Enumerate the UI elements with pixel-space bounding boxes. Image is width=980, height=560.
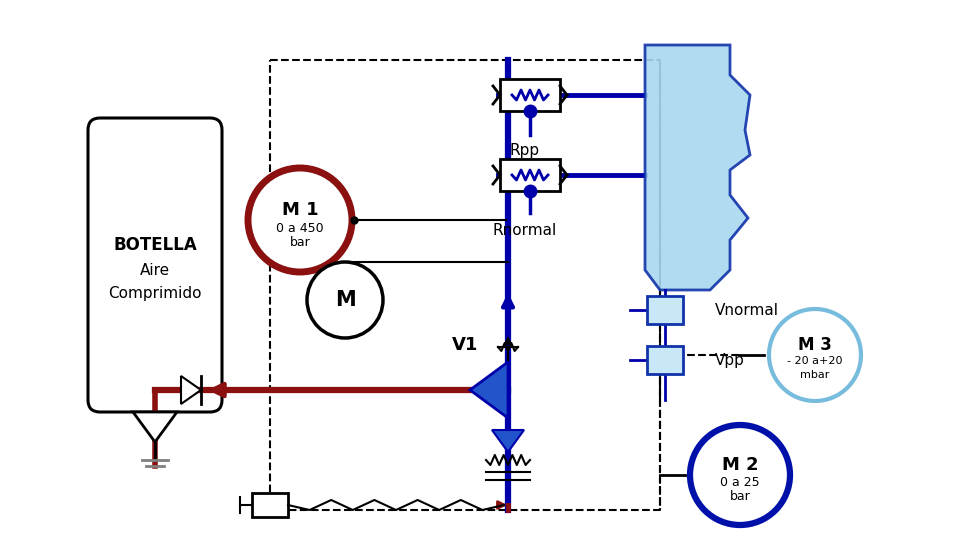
Text: BOTELLA: BOTELLA — [113, 236, 197, 254]
Text: Vnormal: Vnormal — [715, 302, 779, 318]
Text: - 20 a+20: - 20 a+20 — [787, 356, 843, 366]
Text: M 1: M 1 — [281, 201, 318, 219]
Text: mbar: mbar — [801, 370, 830, 380]
Text: 0 a 450: 0 a 450 — [276, 222, 323, 235]
Text: Rnormal: Rnormal — [493, 222, 557, 237]
Text: M: M — [334, 290, 356, 310]
Text: M 2: M 2 — [721, 456, 759, 474]
Polygon shape — [470, 362, 508, 418]
Circle shape — [690, 425, 790, 525]
Text: bar: bar — [290, 236, 311, 249]
Text: Aire: Aire — [140, 263, 171, 278]
FancyBboxPatch shape — [252, 493, 288, 517]
Text: V1: V1 — [452, 336, 478, 354]
FancyBboxPatch shape — [88, 118, 222, 412]
Circle shape — [248, 168, 352, 272]
FancyBboxPatch shape — [647, 346, 683, 374]
Circle shape — [307, 262, 383, 338]
Polygon shape — [181, 376, 201, 404]
Text: Comprimido: Comprimido — [108, 286, 202, 301]
Polygon shape — [645, 45, 750, 290]
Polygon shape — [133, 412, 177, 442]
Polygon shape — [492, 430, 524, 452]
Text: Rpp: Rpp — [510, 142, 540, 157]
FancyBboxPatch shape — [500, 159, 560, 191]
Text: M 3: M 3 — [798, 336, 832, 354]
Text: bar: bar — [730, 491, 751, 503]
Circle shape — [769, 309, 861, 401]
FancyBboxPatch shape — [647, 296, 683, 324]
Text: Vpp: Vpp — [715, 352, 745, 367]
FancyBboxPatch shape — [500, 79, 560, 111]
Text: 0 a 25: 0 a 25 — [720, 477, 760, 489]
